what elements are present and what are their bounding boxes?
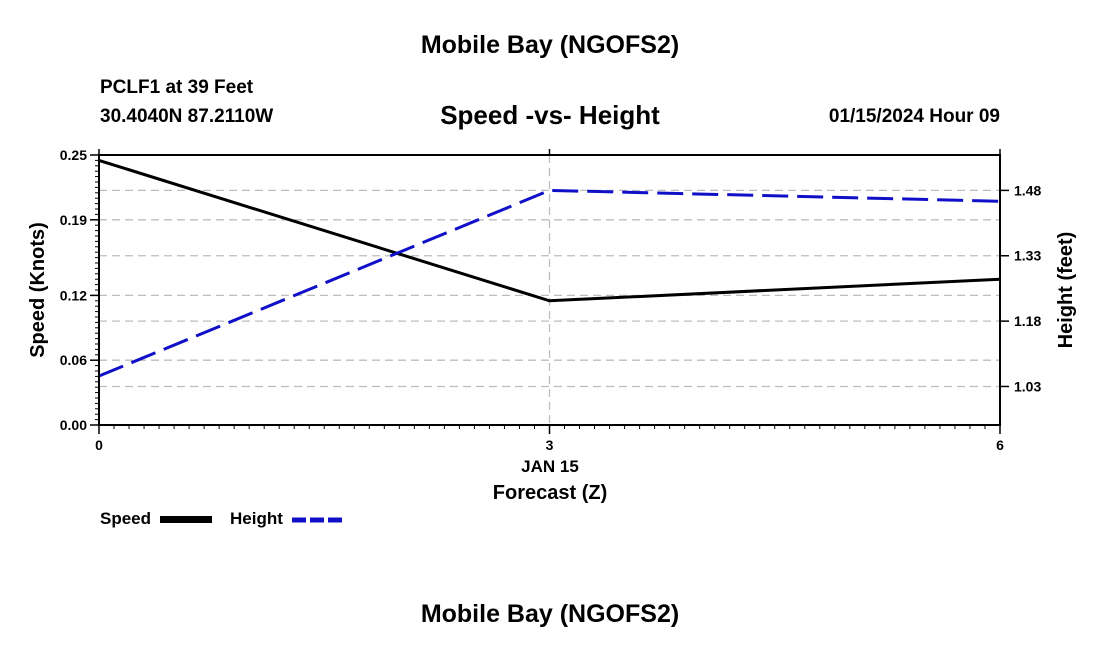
legend-height-swatch	[292, 517, 344, 523]
y-left-axis-label: Speed (Knots)	[27, 222, 49, 358]
y-left-tick-label: 0.25	[60, 147, 87, 163]
x-tick-label: 6	[996, 437, 1004, 453]
station-label: PCLF1 at 39 Feet	[100, 77, 254, 98]
x-tick-label: 3	[546, 437, 554, 453]
y-right-tick-label: 1.33	[1014, 248, 1041, 264]
y-right-tick-label: 1.18	[1014, 313, 1041, 329]
station-coordinates: 30.4040N 87.2110W	[100, 106, 274, 127]
y-left-tick-label: 0.06	[60, 352, 87, 368]
page-title-top: Mobile Bay (NGOFS2)	[420, 31, 680, 59]
x-tick-label: 0	[95, 437, 103, 453]
legend-speed-swatch	[160, 516, 212, 523]
chart-title: Speed -vs- Height	[440, 100, 660, 130]
y-left-tick-label: 0.19	[60, 212, 87, 228]
series-line-speed	[98, 158, 1001, 303]
y-right-tick-label: 1.48	[1014, 182, 1041, 198]
y-left-tick-label: 0.12	[60, 287, 87, 303]
y-right-tick-label: 1.03	[1014, 378, 1041, 394]
forecast-datetime: 01/15/2024 Hour 09	[828, 106, 1000, 127]
x-date-label: JAN 15	[521, 457, 579, 476]
plot-frame	[98, 154, 1001, 426]
legend-speed-label: Speed	[100, 509, 152, 528]
y-right-axis-label: Height (feet)	[1055, 232, 1077, 349]
legend-height-label: Height	[230, 509, 283, 528]
x-axis-label: Forecast (Z)	[492, 482, 608, 504]
y-left-tick-label: 0.00	[60, 417, 87, 433]
series-line-height	[98, 188, 1001, 378]
page-title-bottom: Mobile Bay (NGOFS2)	[420, 600, 680, 628]
